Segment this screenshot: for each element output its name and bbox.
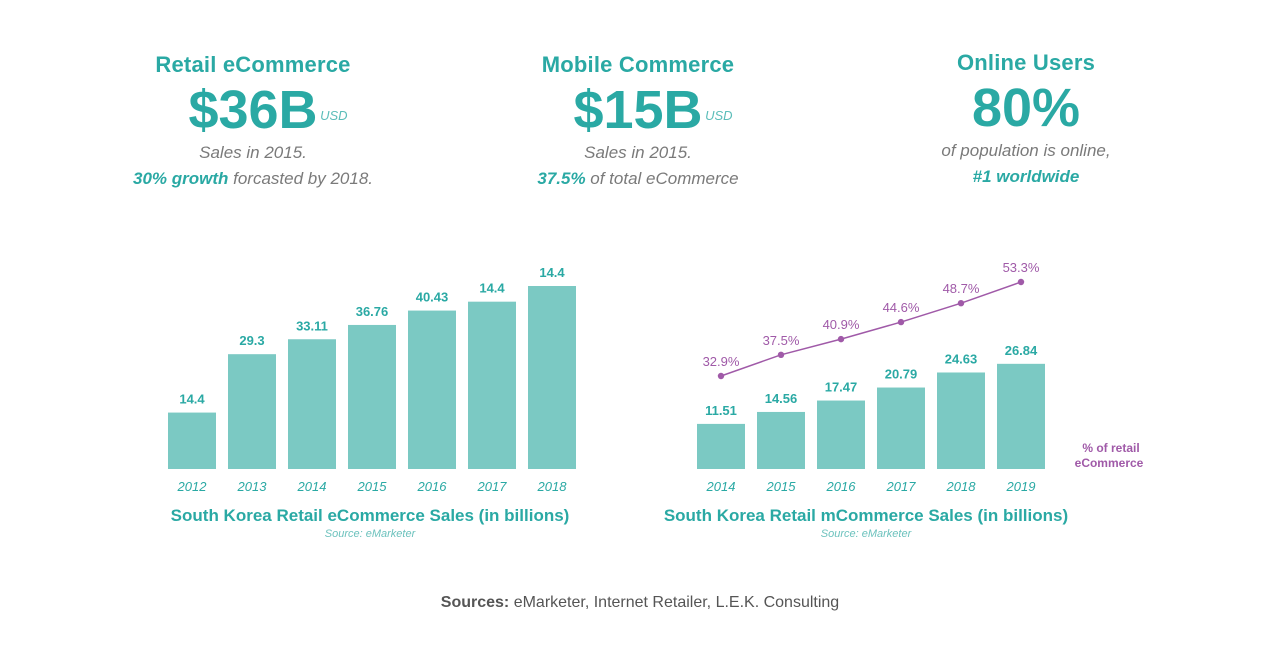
stat-title: Mobile Commerce [541,52,735,77]
bar-2013 [228,354,276,469]
x-tick-2014: 2014 [706,479,736,494]
stat-value-number: 80% [971,78,1081,138]
bar-2015 [757,411,805,469]
value-label-2017: 20.79 [885,367,918,382]
stat-highlight: 37.5% [537,169,586,188]
stat-title: Online Users [956,50,1096,75]
bar-2017 [877,387,925,469]
pct-label-2015: 37.5% [763,333,800,348]
stat-value-number: $15B [573,80,703,140]
stat-line-2: 37.5% of total eCommerce [438,166,838,192]
stat-unit: USD [705,108,733,123]
stat-highlight: 30% growth [133,169,229,188]
bar-2014 [288,339,336,469]
stat-value: $36B USD [188,80,347,140]
legend-line-2: eCommerce [1075,456,1144,470]
bar-2019 [997,363,1045,469]
value-label-2016: 40.43 [416,290,449,305]
x-tick-2019: 2019 [1006,479,1036,494]
stat-line-2: #1 worldwide [826,164,1226,190]
mcommerce-sales-chart: 11.51 2014 14.56 2015 17.47 2016 20.79 2017 24.6… [664,260,1144,540]
chart-source: Source: eMarketer [325,528,417,540]
value-label-2012: 14.4 [179,392,205,407]
x-tick-2013: 2013 [237,479,268,494]
sources-list: eMarketer, Internet Retailer, L.E.K. Con… [509,594,840,611]
stat-line-1: Sales in 2015. [199,143,307,162]
x-tick-2018: 2018 [946,479,977,494]
bar-2016 [408,310,456,469]
pct-line [720,281,1022,377]
pct-label-2018: 48.7% [943,281,980,296]
sources-label: Sources: [440,594,510,611]
pct-point-2019 [1017,278,1025,286]
bar-2015 [348,324,396,469]
value-label-2013: 29.3 [239,333,264,348]
stat-line-rest: of total eCommerce [585,169,739,188]
pct-point-2016 [837,335,845,343]
value-label-2014: 33.11 [296,318,328,333]
x-tick-2014: 2014 [297,479,327,494]
x-tick-2015: 2015 [357,479,388,494]
value-label-2014: 11.51 [705,403,737,418]
pct-point-2014 [717,372,725,380]
chart-source: Source: eMarketer [821,528,913,540]
value-label-2019: 26.84 [1005,343,1038,358]
stat-value-number: $36B [188,80,318,140]
x-tick-2015: 2015 [766,479,797,494]
stat-value: $15B USD [573,80,732,140]
bar-2012 [168,412,216,469]
x-tick-2016: 2016 [417,479,448,494]
bar-2017 [468,301,516,469]
sources-footer: Sources: eMarketer, Internet Retailer, L… [0,594,1280,612]
ecommerce-sales-chart: 14.4 2012 29.3 2013 33.11 2014 36.76 2015 40.43 2… [168,265,576,540]
stat-unit: USD [320,108,348,123]
bar-2016 [817,400,865,469]
stat-line-1: of population is online, [941,141,1111,160]
value-label-2017: 14.4 [479,281,505,296]
stat-retail-ecommerce: Retail eCommerce $36B USD Sales in 2015.… [53,52,453,192]
value-label-2018: 14.4 [539,265,565,280]
stat-online-users: Online Users 80% of population is online… [826,50,1226,190]
value-label-2016: 17.47 [825,380,858,395]
stat-value: 80% [972,78,1080,138]
bar-2018 [937,372,985,469]
pct-label-2019: 53.3% [1003,260,1040,275]
pct-point-2015 [777,351,785,359]
bar-2014 [697,423,745,469]
pct-label-2016: 40.9% [823,317,860,332]
stat-line-rest: forcasted by 2018. [228,169,373,188]
pct-label-2014: 32.9% [703,354,740,369]
x-tick-2017: 2017 [477,479,508,494]
pct-point-2018 [957,299,965,307]
bar-2018 [528,286,576,469]
value-label-2015: 14.56 [765,391,798,406]
stat-highlight: #1 worldwide [972,167,1080,186]
legend-line-1: % of retail [1082,441,1139,455]
pct-point-2017 [897,318,905,326]
stat-title: Retail eCommerce [155,52,351,77]
chart-title: South Korea Retail mCommerce Sales (in b… [664,506,1068,525]
stat-mobile-commerce: Mobile Commerce $15B USD Sales in 2015. … [438,52,838,192]
value-label-2018: 24.63 [945,351,978,366]
stat-line-2: 30% growth forcasted by 2018. [53,166,453,192]
x-tick-2018: 2018 [537,479,568,494]
x-tick-2017: 2017 [886,479,917,494]
value-label-2015: 36.76 [356,304,389,319]
x-tick-2016: 2016 [826,479,857,494]
chart-title: South Korea Retail eCommerce Sales (in b… [171,506,570,525]
pct-label-2017: 44.6% [883,300,920,315]
x-tick-2012: 2012 [177,479,208,494]
stat-line-1: Sales in 2015. [584,143,692,162]
